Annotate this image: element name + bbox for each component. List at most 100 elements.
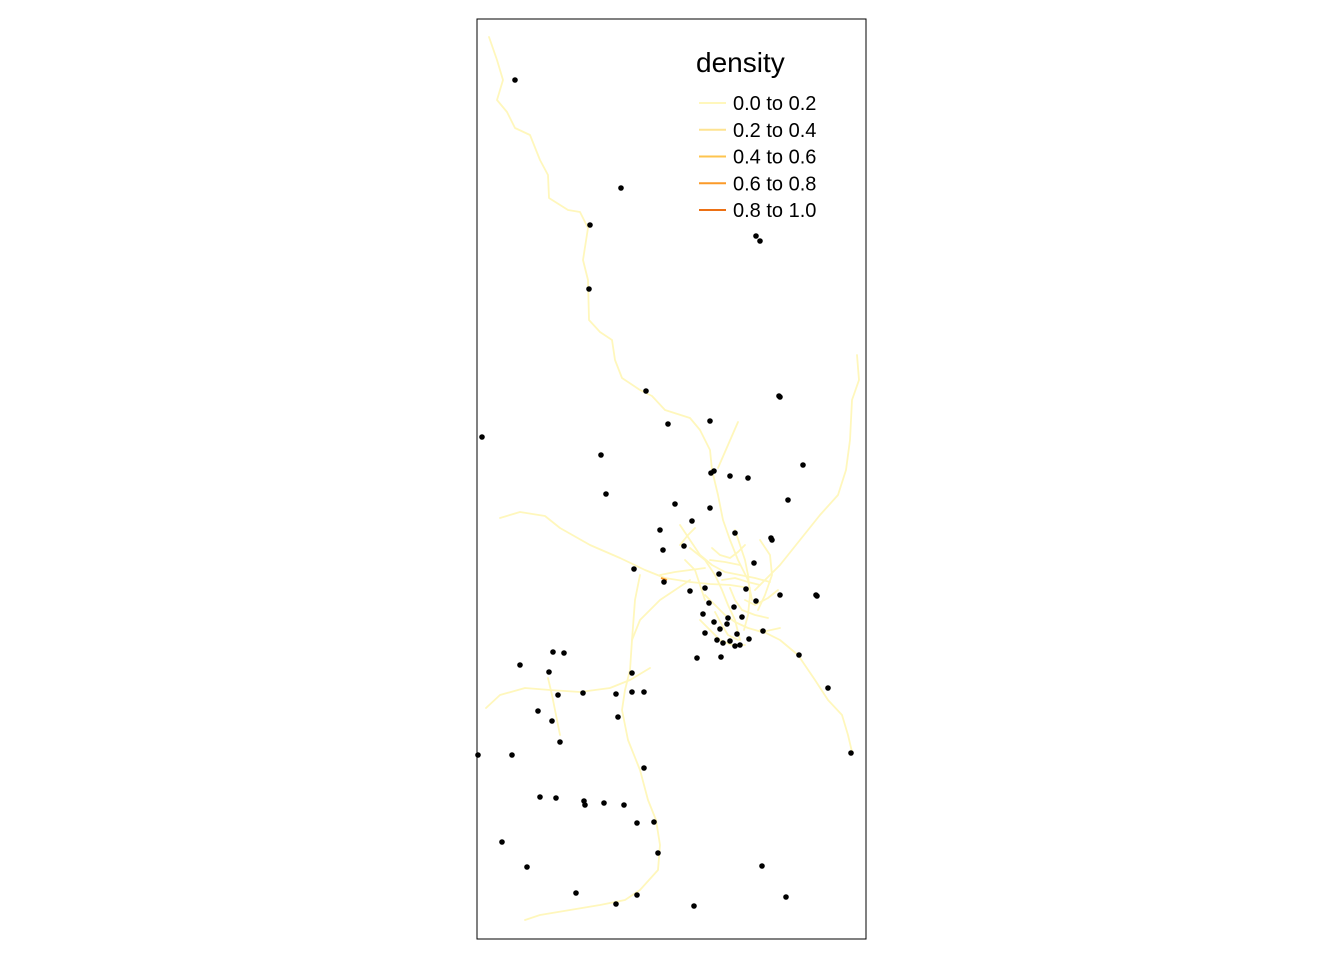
point-marker [716,571,722,577]
point-marker [603,491,609,497]
point-marker [760,628,766,634]
point-marker [732,530,738,536]
point-marker [479,434,485,440]
point-marker [546,669,552,675]
road-line-high-density [660,577,668,581]
point-marker [681,543,687,549]
road-line [759,629,853,753]
legend-label: 0.8 to 1.0 [733,200,816,222]
point-marker [745,475,751,481]
point-marker [615,714,621,720]
point-marker [796,652,802,658]
point-marker [537,794,543,800]
point-marker [475,752,481,758]
point-marker [517,662,523,668]
point-marker [759,863,765,869]
road-line [684,559,706,601]
legend-label: 0.4 to 0.6 [733,147,816,169]
point-marker [702,585,708,591]
point-marker [561,650,567,656]
point-marker [727,473,733,479]
road-line [499,511,751,589]
point-marker [555,692,561,698]
point-marker [707,418,713,424]
map-frame [476,18,867,940]
point-marker [598,452,604,458]
point-marker [714,637,720,643]
point-marker [641,689,647,695]
road-line [679,524,771,583]
road-line [721,577,761,586]
point-marker [655,850,661,856]
point-marker [550,649,556,655]
point-marker [631,566,637,572]
road-line [711,544,746,559]
point-marker [731,604,737,610]
point-marker [711,619,717,625]
point-marker [660,547,666,553]
road-network [485,36,860,921]
point-marker [672,501,678,507]
point-marker [629,689,635,695]
legend: density 0.0 to 0.20.2 to 0.40.4 to 0.60.… [696,47,816,222]
point-marker [580,690,586,696]
point-marker [634,820,640,826]
point-marker [549,718,555,724]
point-marker [737,642,743,648]
point-marker [499,839,505,845]
point-marker [643,388,649,394]
road-line [734,529,751,631]
point-marker [769,537,775,543]
road-line [679,527,696,546]
point-marker [634,892,640,898]
point-marker [618,185,624,191]
point-marker [641,765,647,771]
point-marker [777,394,783,400]
point-marker [777,592,783,598]
road-line [488,36,753,601]
point-marker [535,708,541,714]
point-marker [657,527,663,533]
point-marker [825,685,831,691]
point-marker [707,505,713,511]
legend-label: 0.0 to 0.2 [733,93,816,115]
road-line [754,354,860,591]
point-marker [621,802,627,808]
point-marker [651,819,657,825]
point-marker [732,643,738,649]
point-marker [661,579,667,585]
point-marker [601,800,607,806]
point-marker [524,864,530,870]
point-marker [687,588,693,594]
legend-label: 0.6 to 0.8 [733,173,816,195]
point-marker [711,468,717,474]
road-line [631,574,641,641]
point-marker [814,593,820,599]
road-line [709,559,741,566]
point-marker [553,795,559,801]
point-marker [800,462,806,468]
legend-title: density [696,47,785,78]
legend-label: 0.2 to 0.4 [733,120,816,142]
point-marker [587,222,593,228]
point-marker [717,626,723,632]
point-marker [509,752,515,758]
point-marker [689,518,695,524]
point-marker [512,77,518,83]
point-marker [586,286,592,292]
point-marker [848,750,854,756]
road-line [485,667,651,709]
point-marker [665,421,671,427]
point-marker [727,638,733,644]
point-marker [739,614,745,620]
point-marker [694,655,700,661]
point-marker [743,586,749,592]
point-layer [475,77,854,909]
point-marker [785,497,791,503]
legend-items: 0.0 to 0.2 0.2 to 0.4 0.4 to 0.6 0.6 to 0.8… [699,93,816,222]
point-marker [702,630,708,636]
point-marker [613,691,619,697]
point-marker [753,598,759,604]
point-marker [573,890,579,896]
point-marker [725,615,731,621]
